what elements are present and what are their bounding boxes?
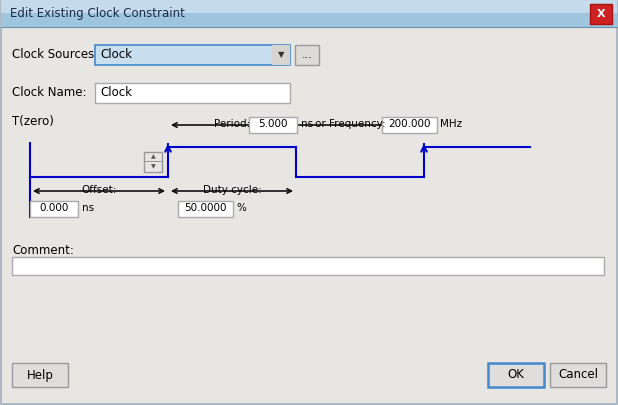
Text: Period:: Period:	[214, 119, 250, 129]
Text: ▼: ▼	[151, 164, 155, 170]
Bar	[249, 117, 297, 133]
Text: ...: ...	[302, 50, 313, 60]
Bar	[95, 45, 290, 65]
Bar	[95, 83, 290, 103]
Bar	[178, 201, 233, 217]
Bar	[144, 161, 162, 162]
Bar	[550, 363, 606, 387]
Bar	[30, 201, 78, 217]
Bar	[488, 363, 544, 387]
Text: T(zero): T(zero)	[12, 115, 54, 128]
Text: 50.0000: 50.0000	[184, 203, 226, 213]
Text: Clock: Clock	[100, 49, 132, 62]
Text: ▲: ▲	[151, 154, 155, 160]
Text: Clock Sources:: Clock Sources:	[12, 49, 98, 62]
Text: Duty cycle:: Duty cycle:	[203, 185, 261, 195]
Bar	[12, 257, 604, 275]
Text: %: %	[236, 203, 246, 213]
Bar	[144, 152, 162, 172]
Bar	[1, 13, 617, 27]
Text: Clock Name:: Clock Name:	[12, 87, 87, 100]
Text: 5.000: 5.000	[258, 119, 288, 129]
Text: Cancel: Cancel	[558, 369, 598, 382]
Bar	[295, 45, 319, 65]
Text: Clock: Clock	[100, 87, 132, 100]
Text: OK: OK	[507, 369, 525, 382]
Bar	[1, 0, 617, 27]
Text: Edit Existing Clock Constraint: Edit Existing Clock Constraint	[10, 8, 185, 21]
Text: ns: ns	[82, 203, 94, 213]
Bar	[12, 363, 68, 387]
Text: ns: ns	[301, 119, 313, 129]
Text: Offset:: Offset:	[82, 185, 117, 195]
Text: or Frequency:: or Frequency:	[315, 119, 386, 129]
Text: Comment:: Comment:	[12, 243, 74, 256]
Text: X: X	[597, 9, 605, 19]
Text: 0.000: 0.000	[40, 203, 69, 213]
Bar	[382, 117, 437, 133]
Text: ▼: ▼	[277, 51, 284, 60]
Text: MHz: MHz	[440, 119, 462, 129]
Text: 200.000: 200.000	[388, 119, 430, 129]
Bar	[590, 4, 612, 24]
Bar	[272, 45, 290, 65]
Text: Help: Help	[27, 369, 53, 382]
